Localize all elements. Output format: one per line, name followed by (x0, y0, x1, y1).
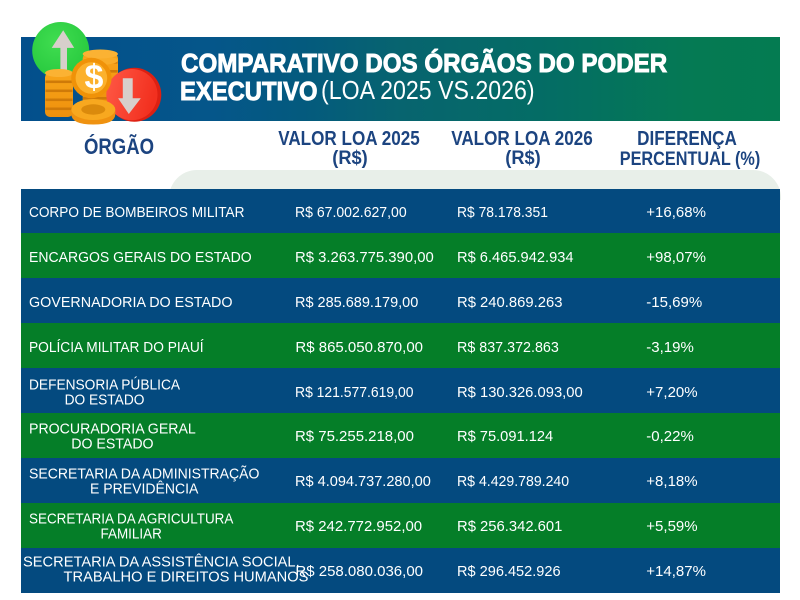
svg-text:$: $ (85, 59, 104, 97)
